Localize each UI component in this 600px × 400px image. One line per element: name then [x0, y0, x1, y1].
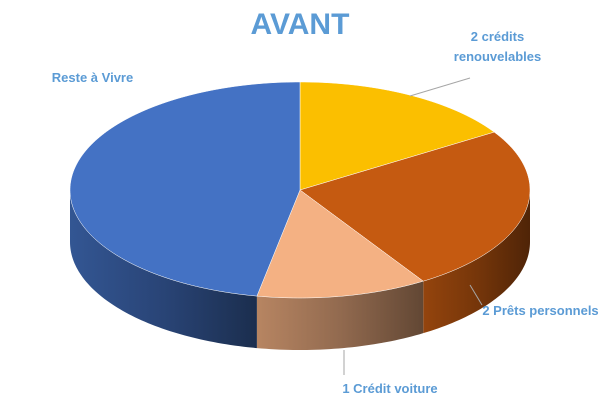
slice-label: Reste à Vivre — [51, 70, 134, 85]
slice-label: 1 Crédit voiture — [342, 381, 438, 396]
pie-slice — [256, 189, 424, 299]
slice-label: 2 crédits renouvelables — [453, 29, 542, 64]
pie-side — [423, 190, 530, 334]
pie-slice — [69, 81, 301, 297]
chart-title: AVANT — [250, 8, 350, 41]
pie-slice — [299, 131, 531, 282]
slice-label: 2 Prêts personnels — [482, 303, 599, 318]
leader-line — [469, 284, 483, 306]
pie-side — [256, 281, 424, 350]
pie-side — [70, 190, 257, 349]
leader-line — [409, 77, 471, 97]
